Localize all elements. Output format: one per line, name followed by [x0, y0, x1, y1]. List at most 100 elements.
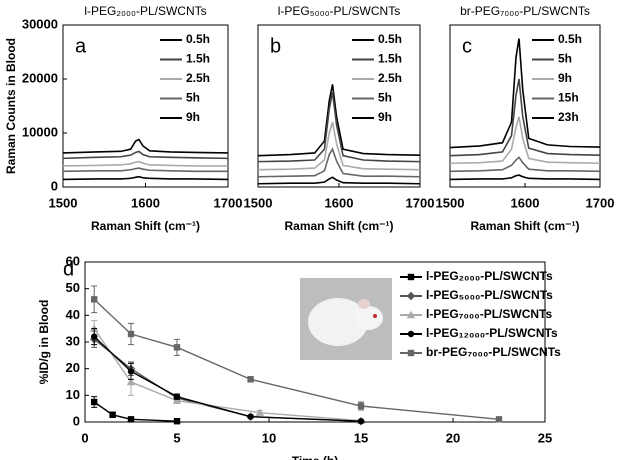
- mouse-eye: [373, 314, 377, 318]
- panel-letter: c: [462, 35, 472, 57]
- legend-label: l-PEG₇₀₀₀-PL/SWCNTs: [426, 307, 552, 321]
- data-point: [173, 418, 181, 425]
- data-point: [126, 377, 136, 386]
- series-line: [449, 38, 601, 149]
- x-tick-label: 25: [538, 430, 552, 445]
- x-tick-label: 5: [173, 430, 180, 445]
- legend-label: l-PEG₁₂₀₀₀-PL/SWCNTs: [426, 326, 558, 340]
- x-tick-label: 10: [262, 430, 276, 445]
- series-line: [93, 401, 178, 422]
- x-tick-label: 1500: [436, 195, 465, 210]
- data-point: [173, 344, 181, 351]
- x-tick-label: 0: [81, 430, 88, 445]
- series-line: [257, 92, 421, 163]
- x-tick-label: 1600: [131, 195, 160, 210]
- mouse-ear: [358, 299, 370, 309]
- series-line: [62, 175, 229, 181]
- legend-label: 2.5h: [186, 71, 210, 85]
- data-point: [495, 416, 503, 423]
- legend-marker: [406, 291, 416, 301]
- data-point: [357, 418, 365, 425]
- series-line: [449, 156, 601, 173]
- y-tick-label: 50: [66, 280, 80, 295]
- data-point: [173, 393, 181, 400]
- series-line: [449, 116, 601, 165]
- series-line: [449, 78, 601, 157]
- x-axis-label: Raman Shift (cm⁻¹): [470, 219, 579, 233]
- x-tick-label: 20: [446, 430, 460, 445]
- legend-label: 1.5h: [186, 52, 210, 66]
- data-point: [127, 330, 135, 338]
- y-tick-label: 60: [66, 253, 80, 268]
- data-point: [247, 376, 254, 383]
- x-tick-label: 1500: [244, 195, 273, 210]
- y-tick-label: 10000: [22, 124, 58, 139]
- legend-label: 15h: [558, 91, 579, 105]
- data-point: [91, 398, 98, 406]
- y-tick-label: 0: [73, 413, 80, 428]
- mouse-body: [308, 298, 368, 346]
- y-tick-label: 20: [66, 360, 80, 375]
- legend-label: 0.5h: [558, 32, 582, 46]
- x-tick-label: 15: [354, 430, 368, 445]
- legend-label: 9h: [186, 110, 200, 124]
- legend-label: 5h: [186, 91, 200, 105]
- data-point: [127, 368, 135, 375]
- y-tick-label: 30: [66, 333, 80, 348]
- panel-title: l-PEG₅₀₀₀-PL/SWCNTs: [278, 4, 400, 18]
- plot-frame: [62, 24, 229, 188]
- legend-label: l-PEG₂₀₀₀-PL/SWCNTs: [426, 269, 553, 283]
- series-line: [257, 84, 421, 157]
- data-point: [172, 396, 182, 404]
- series-line: [93, 298, 500, 421]
- series-line: [449, 174, 601, 181]
- legend-label: 0.5h: [186, 32, 210, 46]
- y-tick-label: 40: [66, 307, 80, 322]
- series-line: [62, 167, 228, 173]
- panel-title: l-PEG₂₀₀₀-PL/SWCNTs: [84, 4, 206, 18]
- legend-marker: [407, 273, 415, 281]
- data-point: [357, 402, 365, 410]
- data-point: [91, 333, 98, 340]
- series-line: [257, 147, 421, 178]
- x-axis-label: Time (h): [292, 454, 338, 460]
- legend-label: 9h: [378, 110, 392, 124]
- legend-label: 5h: [558, 52, 572, 66]
- plot-frame: [257, 24, 421, 188]
- data-point: [127, 416, 135, 423]
- x-tick-label: 1600: [325, 195, 354, 210]
- legend-label: 23h: [558, 110, 579, 124]
- series-line: [62, 150, 229, 160]
- series-line: [62, 138, 229, 154]
- data-point: [91, 296, 98, 303]
- mouse-head: [353, 306, 383, 330]
- legend-label: 2.5h: [378, 71, 402, 85]
- x-tick-label: 1700: [406, 195, 435, 210]
- panel-title: br-PEG₇₀₀₀-PL/SWCNTs: [460, 4, 590, 18]
- x-tick-label: 1600: [511, 195, 540, 210]
- x-axis-label: Raman Shift (cm⁻¹): [91, 219, 200, 233]
- y-axis-label: %ID/g in Blood: [37, 300, 51, 385]
- legend-marker: [407, 330, 415, 338]
- data-point: [255, 408, 264, 416]
- y-tick-label: 0: [51, 178, 58, 193]
- x-tick-label: 1700: [586, 195, 615, 210]
- series-line: [62, 160, 228, 167]
- series-line: [257, 176, 421, 185]
- legend-label: br-PEG₇₀₀₀-PL/SWCNTs: [426, 345, 561, 359]
- mouse-photo: [300, 278, 392, 360]
- panel-letter: d: [63, 258, 74, 280]
- series-line: [257, 121, 421, 171]
- panel-letter: b: [270, 35, 281, 57]
- legend-label: 9h: [558, 71, 572, 85]
- panel-letter: a: [75, 35, 87, 57]
- y-tick-label: 30000: [22, 16, 58, 31]
- x-tick-label: 1700: [214, 195, 243, 210]
- x-axis-label: Raman Shift (cm⁻¹): [284, 219, 393, 233]
- y-tick-label: 10: [66, 387, 80, 402]
- legend-marker: [407, 349, 415, 357]
- y-axis-label: Raman Counts in Blood: [4, 38, 18, 174]
- legend-label: 1.5h: [378, 52, 402, 66]
